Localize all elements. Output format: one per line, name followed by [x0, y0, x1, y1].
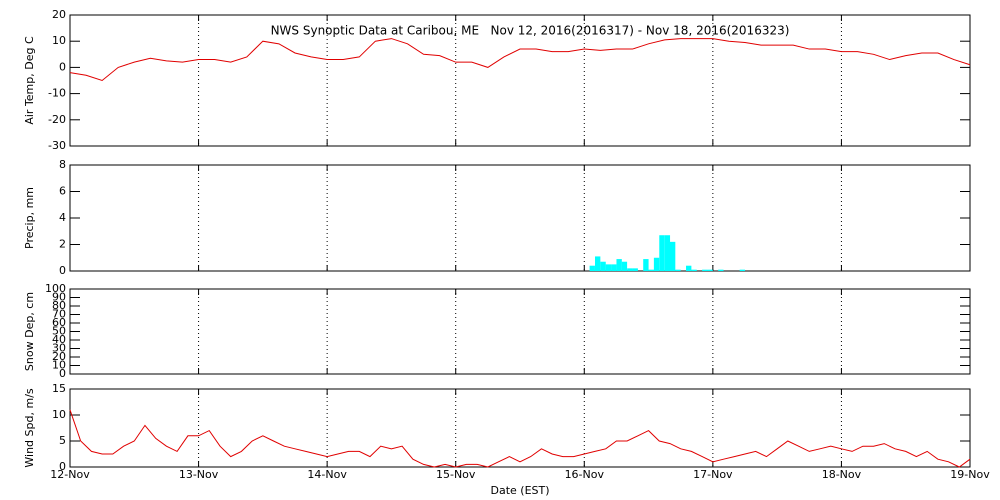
- y-axis-label: Wind Spd, m/s: [23, 388, 36, 468]
- bar: [616, 259, 622, 271]
- bar: [664, 235, 671, 271]
- bar: [643, 259, 649, 271]
- y-tick-label: 2: [59, 238, 66, 251]
- y-tick-label: -30: [48, 139, 66, 152]
- y-tick-label: 0: [59, 460, 66, 473]
- plot-frame: [69, 288, 971, 375]
- plot-frame: [69, 388, 971, 468]
- bar: [686, 265, 692, 271]
- x-tick-label: 17-Nov: [693, 468, 733, 481]
- y-tick-label: 4: [59, 211, 66, 224]
- x-axis-label: Date (EST): [490, 484, 549, 497]
- y-tick-label: 90: [52, 291, 66, 304]
- y-tick-label: 10: [52, 359, 66, 372]
- x-tick-label: 19-Nov: [950, 468, 990, 481]
- y-tick-label: 15: [52, 382, 66, 395]
- y-tick-label: 40: [52, 333, 66, 346]
- x-tick-label: 12-Nov: [50, 468, 90, 481]
- bar: [653, 257, 660, 271]
- x-tick-label: 14-Nov: [307, 468, 347, 481]
- y-tick-label: 50: [52, 325, 66, 338]
- y-tick-label: 20: [52, 8, 66, 21]
- bar: [600, 261, 606, 271]
- chart-title: NWS Synoptic Data at Caribou, ME Nov 12,…: [271, 24, 790, 38]
- y-tick-label: 80: [52, 299, 66, 312]
- bar: [595, 256, 601, 271]
- bar: [718, 269, 724, 271]
- y-tick-label: 30: [52, 342, 66, 355]
- bar: [632, 268, 638, 271]
- y-axis-label: Air Temp, Deg C: [23, 36, 36, 125]
- bar: [669, 241, 676, 271]
- bar: [627, 268, 633, 271]
- plot-frame: [69, 14, 971, 147]
- x-tick-label: 13-Nov: [179, 468, 219, 481]
- bar: [611, 264, 617, 271]
- x-tick-label: 15-Nov: [436, 468, 476, 481]
- y-tick-label: 8: [59, 158, 66, 171]
- x-tick-label: 16-Nov: [565, 468, 605, 481]
- y-axis-label: Snow Dep, cm: [23, 292, 36, 371]
- bar: [648, 269, 654, 271]
- y-tick-label: 5: [59, 434, 66, 447]
- data-line: [69, 38, 971, 82]
- plot-frame: [69, 164, 971, 272]
- y-tick-label: -20: [48, 113, 66, 126]
- y-axis-label: Precip, mm: [23, 187, 36, 249]
- bar: [675, 269, 681, 271]
- bar: [659, 235, 665, 271]
- y-tick-label: 6: [59, 185, 66, 198]
- bar: [739, 269, 745, 271]
- data-line: [69, 409, 971, 468]
- y-tick-label: 0: [59, 60, 66, 73]
- y-tick-label: 10: [52, 408, 66, 421]
- y-tick-label: 10: [52, 34, 66, 47]
- bar: [702, 269, 708, 271]
- y-tick-label: 100: [45, 282, 66, 295]
- bar: [605, 264, 612, 271]
- bar: [621, 261, 628, 271]
- bar: [691, 269, 697, 271]
- y-tick-label: 20: [52, 350, 66, 363]
- y-tick-label: 0: [59, 367, 66, 380]
- bar: [589, 265, 595, 271]
- y-tick-label: 0: [59, 264, 66, 277]
- y-tick-label: 70: [52, 308, 66, 321]
- bar: [707, 269, 713, 271]
- y-tick-label: -10: [48, 87, 66, 100]
- x-tick-label: 18-Nov: [822, 468, 862, 481]
- y-tick-label: 60: [52, 316, 66, 329]
